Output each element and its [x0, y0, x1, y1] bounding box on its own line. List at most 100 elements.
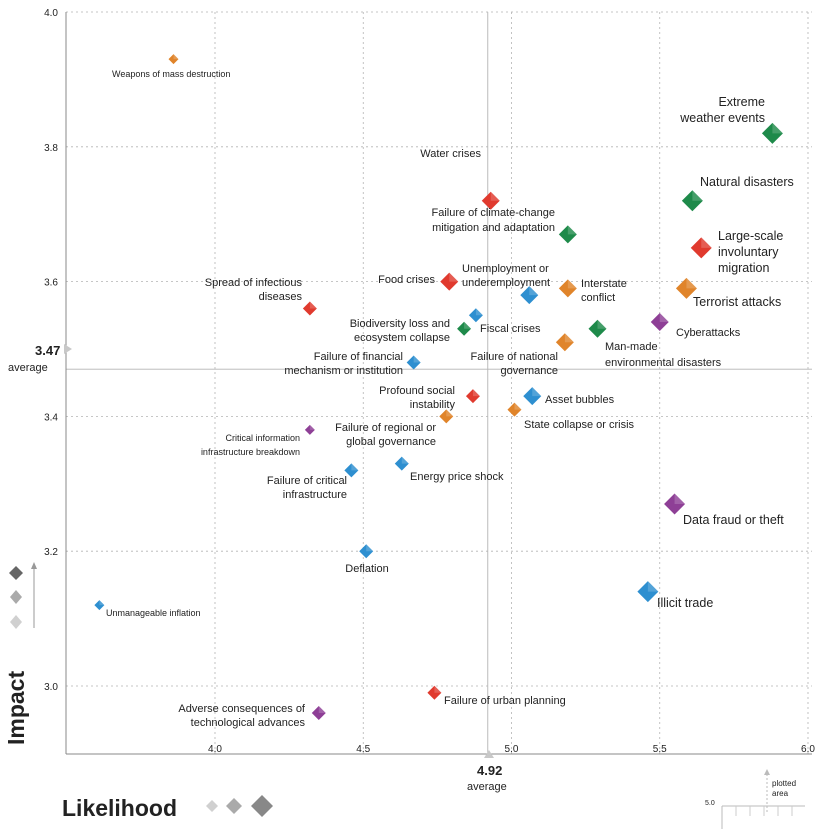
data-point-highlight — [490, 191, 500, 201]
diamond-small-icon — [10, 615, 22, 629]
data-point-label-line: Failure of climate-change — [431, 207, 555, 219]
data-point-label-line: global governance — [346, 436, 436, 448]
data-point-label: Failure of critical infrastructure — [267, 475, 347, 501]
data-point-highlight — [564, 333, 574, 343]
data-point-label-line: mitigation and adaptation — [432, 222, 555, 234]
data-point-label-line: Deflation — [345, 563, 388, 575]
data-point-diamond — [690, 237, 712, 259]
data-point-label: Spread of infectious diseases — [205, 277, 303, 303]
data-point — [304, 424, 315, 435]
data-point-diamond — [588, 319, 607, 338]
data-point-label: Unemployment or underemployment — [462, 263, 550, 289]
y-tick-label: 3.6 — [44, 278, 58, 289]
data-point-diamond — [664, 493, 686, 515]
data-point-diamond — [344, 463, 359, 478]
data-point-highlight — [567, 225, 577, 235]
data-point-label-line: technological advances — [191, 717, 306, 729]
data-point-diamond — [304, 424, 315, 435]
plotted-area-inset: 5.0 plotted area — [705, 769, 805, 829]
data-point-label: Failure of urban planning — [444, 695, 566, 707]
data-point-label: Deflation — [345, 563, 388, 575]
data-point-label-line: underemployment — [462, 277, 550, 289]
impact-arrow-head-icon — [31, 562, 37, 569]
data-point-label: Failure of national governance — [471, 351, 558, 377]
data-point-highlight — [446, 409, 454, 417]
data-point-highlight — [567, 279, 577, 289]
inset-caption-line-2: area — [772, 789, 789, 798]
x-tick-label: 6.0 — [801, 744, 815, 755]
data-point-label-line: infrastructure — [283, 489, 347, 501]
data-point-label-line: Failure of national — [471, 351, 558, 363]
data-point-diamond — [168, 54, 179, 65]
data-point — [94, 600, 105, 611]
data-point-diamond — [681, 190, 703, 212]
data-point — [302, 301, 317, 316]
inset-pointer-head-icon — [764, 769, 770, 775]
y-average-arrow-icon — [64, 344, 72, 354]
data-point-diamond — [523, 387, 542, 406]
data-point-diamond — [359, 544, 374, 559]
data-point-highlight — [686, 277, 697, 289]
data-point-diamond — [94, 600, 105, 611]
data-point-label: Interstate conflict — [581, 278, 627, 304]
data-point-diamond — [481, 191, 500, 210]
data-point-highlight — [674, 493, 686, 505]
data-point-diamond — [311, 705, 326, 720]
data-point-diamond — [558, 279, 577, 298]
data-point — [440, 272, 459, 291]
data-point-label-line: governance — [501, 365, 559, 377]
data-point-label-line: infrastructure breakdown — [201, 447, 300, 457]
data-point-diamond — [520, 286, 539, 305]
data-point — [344, 463, 359, 478]
data-point-label-line: Data fraud or theft — [683, 513, 784, 527]
data-point-diamond — [457, 321, 472, 336]
data-point-label: Fiscal crises — [480, 323, 541, 335]
data-point-label-line: migration — [718, 261, 769, 275]
data-point-label-line: Extreme — [718, 95, 765, 109]
data-point-label-line: Profound social — [379, 385, 455, 397]
data-point-label: Failure of financial mechanism or institu… — [284, 351, 403, 377]
data-point-label: Data fraud or theft — [683, 513, 784, 527]
data-point-label-line: Unemployment or — [462, 263, 549, 275]
data-point-label: Large-scale involuntary migration — [718, 229, 783, 275]
data-point — [558, 225, 577, 244]
y-tick-label: 3.8 — [44, 143, 58, 154]
data-point-diamond — [637, 581, 659, 603]
data-point-highlight — [532, 387, 542, 397]
data-point-diamond — [406, 355, 421, 370]
data-point-highlight — [413, 355, 421, 363]
data-point-label-line: Spread of infectious — [205, 277, 303, 289]
inset-scale-value: 5.0 — [705, 800, 715, 807]
data-point-label-line: Large-scale — [718, 229, 783, 243]
data-point — [465, 389, 480, 404]
data-point-highlight — [514, 402, 522, 410]
data-point-label: Extreme weather events — [679, 95, 765, 125]
data-point-highlight — [309, 301, 317, 309]
data-point-label: Failure of climate-change mitigation and … — [431, 207, 555, 234]
y-tick-label: 3.0 — [44, 682, 58, 693]
data-point-highlight — [597, 319, 607, 329]
data-point-label: Terrorist attacks — [693, 295, 781, 309]
diamond-large-icon-2 — [251, 795, 273, 817]
data-point-label-line: Failure of financial — [314, 351, 403, 363]
data-point-label-line: weather events — [679, 111, 765, 125]
data-point-highlight — [434, 685, 442, 693]
chart-axes: 4.0 3.8 3.6 3.4 3.2 3.0 4.0 4.5 5.0 5.5 6.0 — [44, 8, 815, 755]
data-point-highlight — [475, 308, 483, 316]
data-point-diamond — [555, 333, 574, 352]
data-point-diamond — [507, 402, 522, 417]
data-point-label-line: conflict — [581, 292, 615, 304]
data-point-label-line: ecosystem collapse — [354, 332, 450, 344]
data-point-highlight — [318, 705, 326, 713]
data-point-label-line: Weapons of mass destruction — [112, 69, 230, 79]
data-point-highlight — [647, 581, 659, 592]
diamond-medium-icon-2 — [226, 798, 242, 814]
data-point — [520, 286, 539, 305]
data-point-highlight — [529, 286, 539, 296]
data-point-label-line: Failure of urban planning — [444, 695, 566, 707]
impact-size-legend — [9, 562, 37, 629]
data-point — [690, 237, 712, 259]
y-average-value: 3.47 — [35, 343, 60, 358]
data-point-diamond — [394, 456, 409, 471]
